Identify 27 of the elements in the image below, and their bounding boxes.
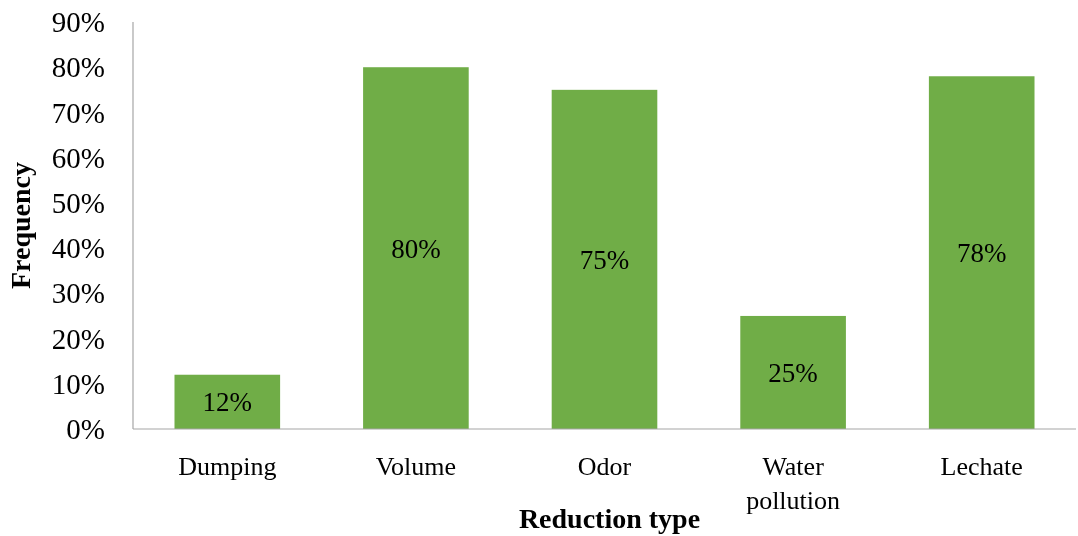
y-axis-title: Frequency: [5, 161, 36, 290]
y-tick-label: 30%: [51, 277, 105, 310]
data-label: 75%: [579, 244, 630, 275]
bar: [363, 67, 469, 429]
y-tick-label: 80%: [51, 51, 105, 84]
y-tick-label: 0%: [66, 413, 105, 446]
x-tick-label: Dumping: [178, 452, 277, 481]
data-label: 25%: [768, 357, 818, 388]
x-tick-label: Odor: [577, 452, 632, 481]
data-label: 78%: [956, 238, 1007, 269]
data-label: 80%: [391, 233, 441, 264]
bar: [551, 89, 658, 429]
y-tick-label: 40%: [51, 232, 105, 265]
x-tick-label: Water pollution: [746, 452, 841, 515]
bar: [740, 315, 846, 429]
x-axis-title: Reduction type: [518, 503, 701, 534]
y-tick-label: 50%: [51, 187, 105, 220]
data-label: 12%: [202, 387, 253, 418]
bar: [928, 76, 1035, 429]
y-tick-label: 20%: [51, 322, 105, 355]
y-tick-label: 70%: [51, 96, 105, 129]
y-tick-label: 60%: [51, 141, 105, 174]
bar: [174, 374, 281, 429]
x-tick-label: Lechate: [940, 452, 1023, 481]
y-tick-label: 90%: [51, 6, 105, 39]
y-tick-label: 10%: [51, 367, 105, 400]
x-tick-label: Volume: [375, 452, 457, 481]
